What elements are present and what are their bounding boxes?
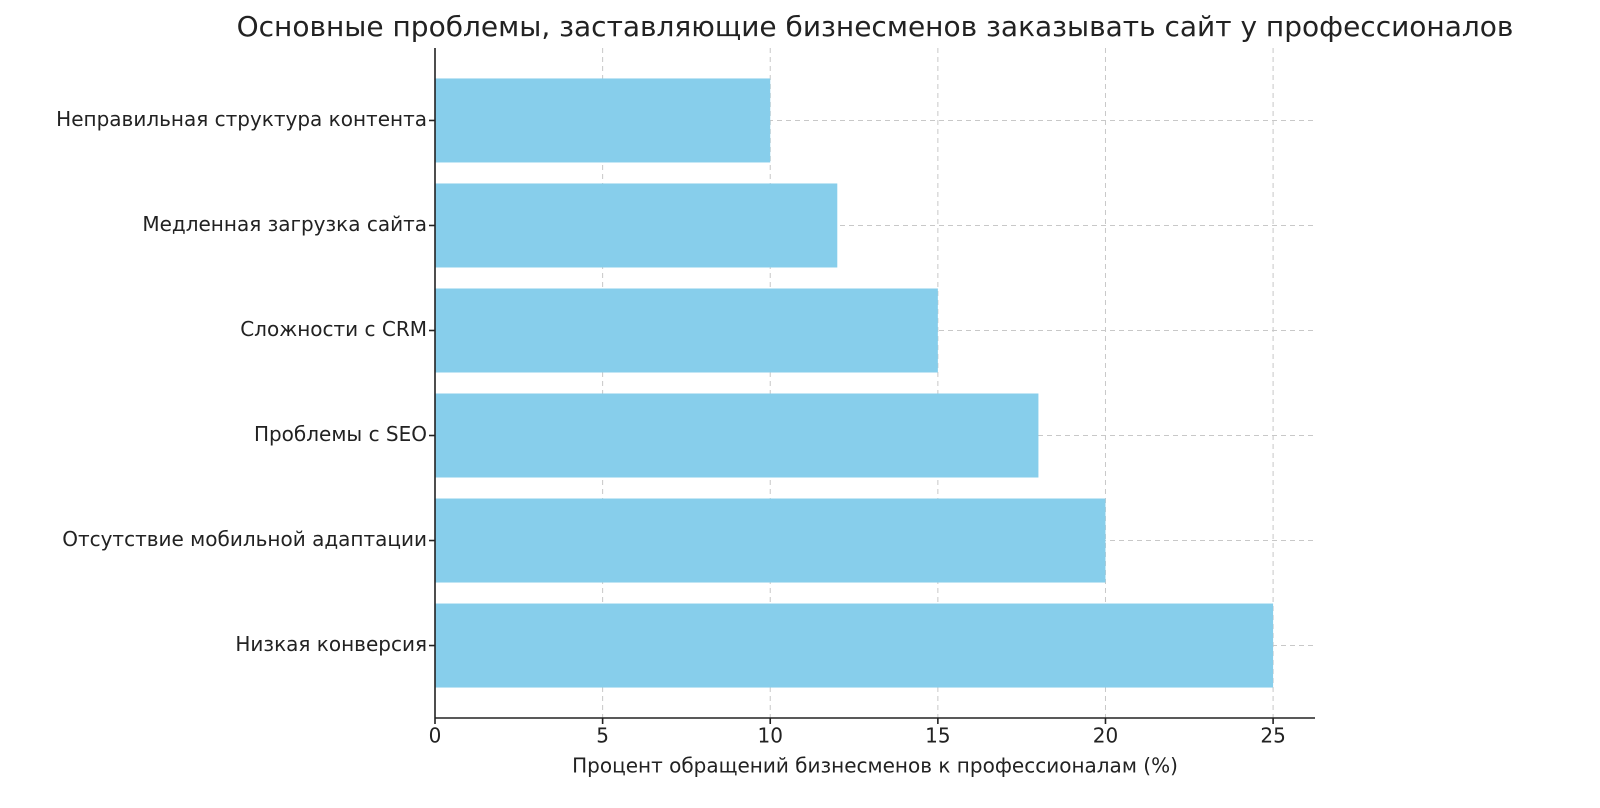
bar [435, 183, 838, 268]
bar [435, 393, 1039, 478]
x-tick-label: 25 [1260, 724, 1285, 748]
y-tick-label: Отсутствие мобильной адаптации [62, 527, 427, 551]
x-tick-label: 0 [429, 724, 442, 748]
y-tick-label: Медленная загрузка сайта [142, 212, 427, 236]
y-tick-label: Сложности с CRM [240, 317, 427, 341]
x-tick-label: 10 [758, 724, 783, 748]
y-tick-label: Неправильная структура контента [56, 107, 427, 131]
x-tick-label: 15 [925, 724, 950, 748]
x-axis-label: Процент обращений бизнесменов к професси… [572, 754, 1178, 778]
chart-title: Основные проблемы, заставляющие бизнесме… [237, 10, 1514, 43]
x-tick-label: 5 [596, 724, 609, 748]
x-tick-label: 20 [1093, 724, 1118, 748]
y-tick-label: Проблемы с SEO [254, 422, 427, 446]
bar [435, 498, 1106, 583]
bar [435, 288, 938, 373]
bar [435, 603, 1274, 688]
bar [435, 78, 771, 163]
y-tick-label: Низкая конверсия [235, 632, 427, 656]
